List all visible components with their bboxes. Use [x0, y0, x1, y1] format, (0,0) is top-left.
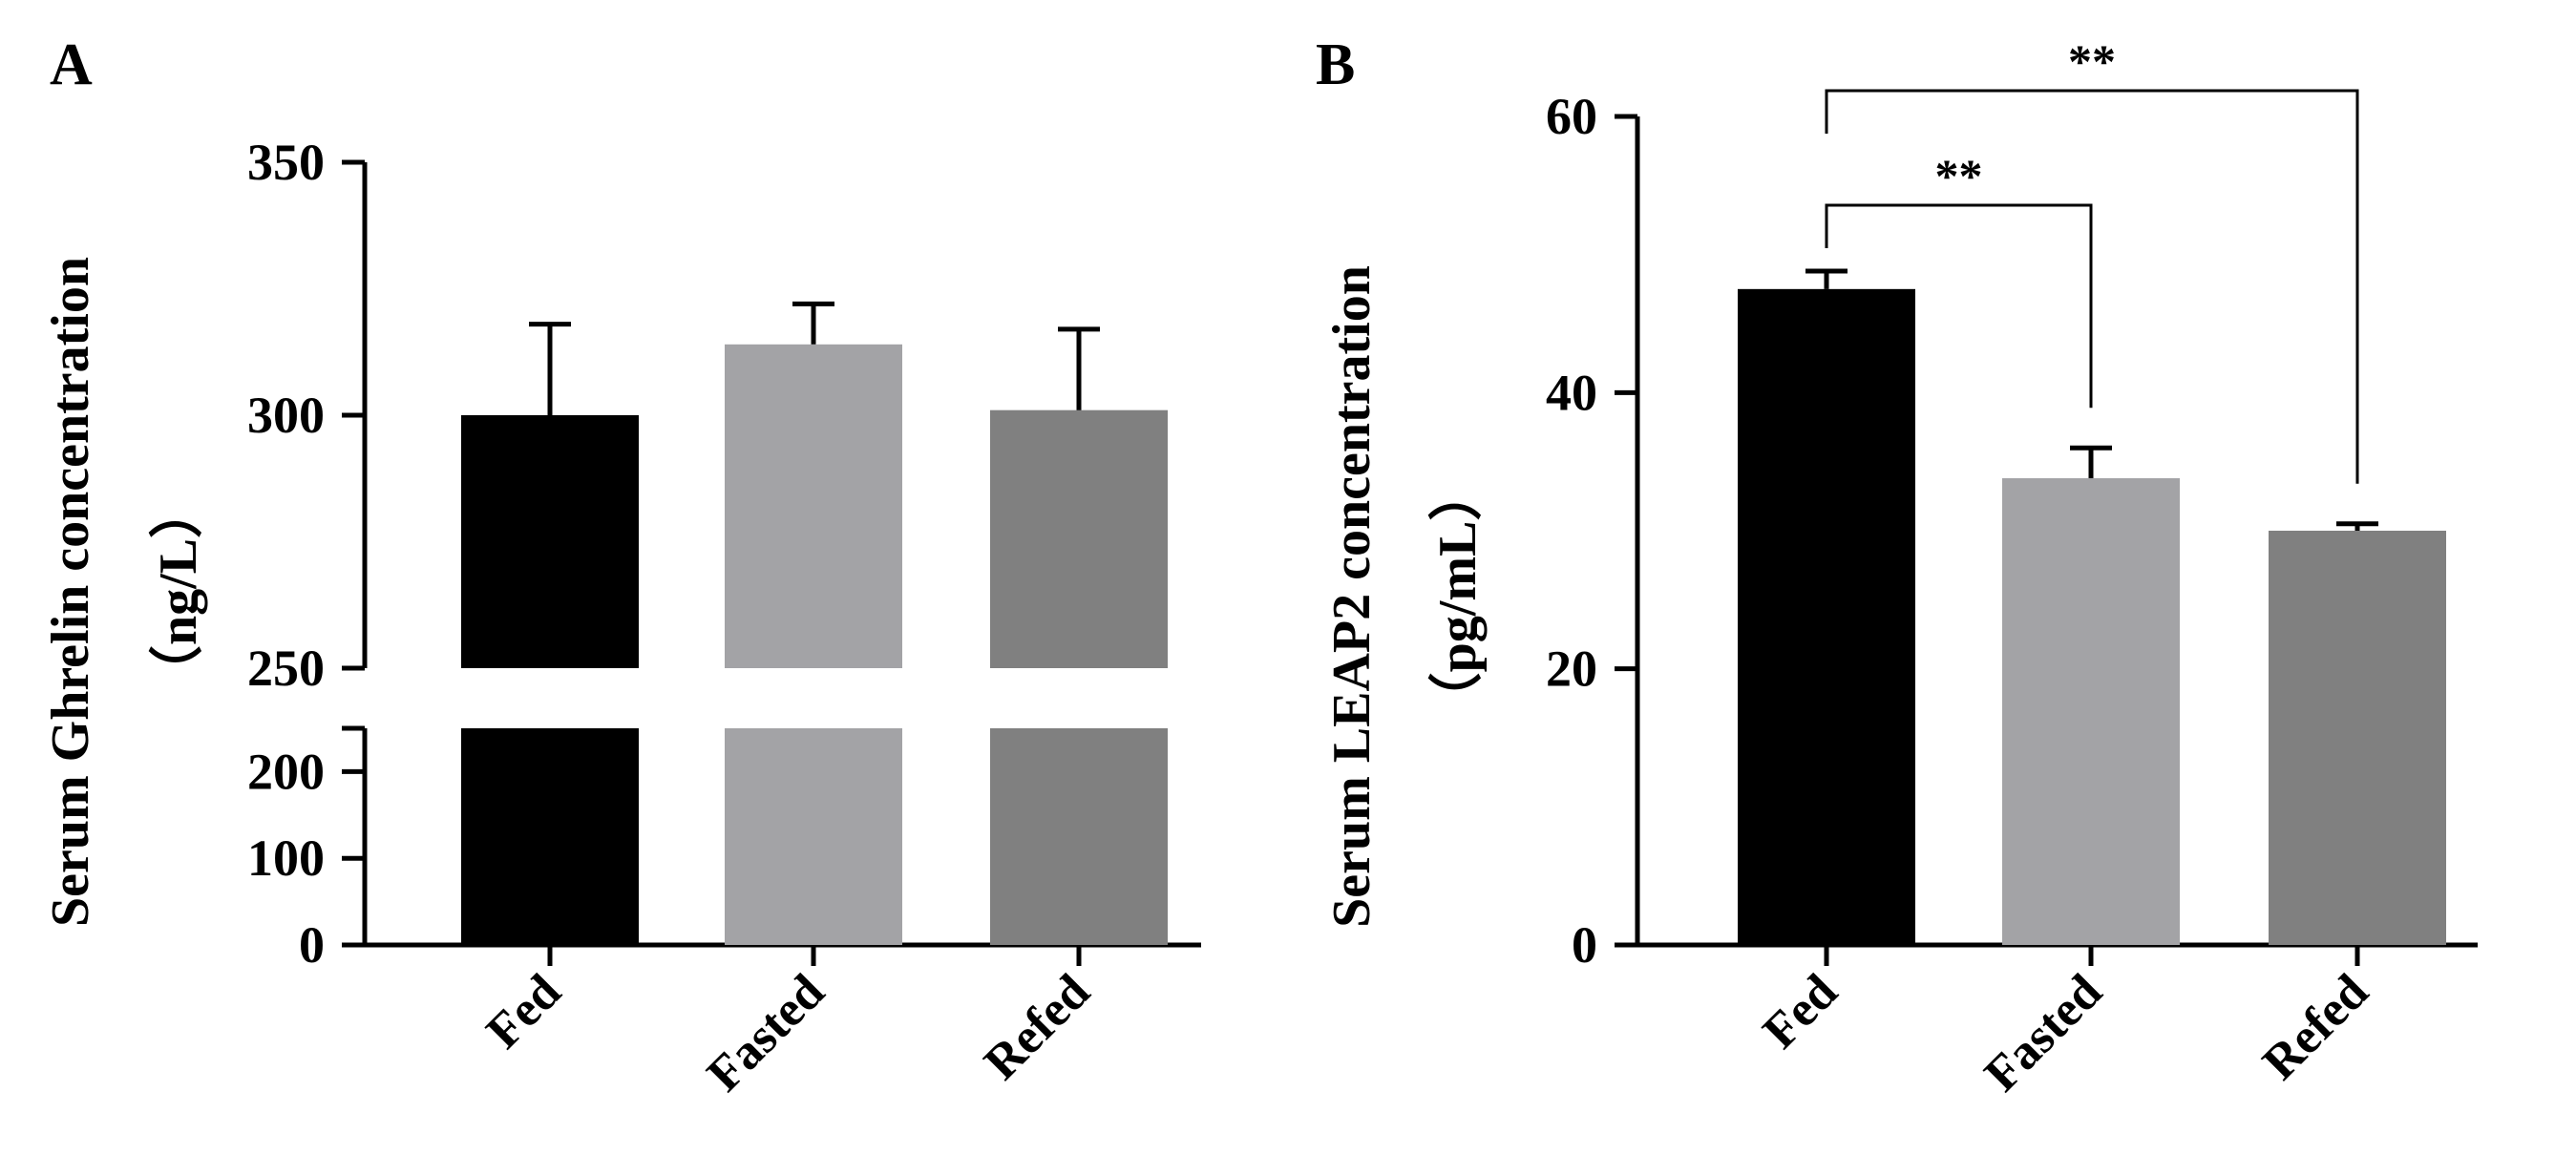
bar-lower-refed	[990, 728, 1168, 945]
bar-upper-refed	[990, 409, 1168, 668]
panel-label-a: A	[50, 32, 93, 97]
y-axis-title-a: Serum Ghrelin concentration	[41, 257, 100, 927]
bar-fed	[1738, 288, 1915, 945]
y-axis-unit-b: （pg/mL）	[1427, 468, 1488, 726]
y-tick-label-b: 60	[1546, 88, 1597, 145]
bar-lower-fed	[461, 728, 639, 945]
bar-refed	[2269, 531, 2446, 945]
bar-lower-fasted	[725, 728, 902, 945]
x-tick-label-a: Fed	[476, 964, 572, 1060]
y-tick-label-a: 100	[247, 829, 325, 887]
significance-bracket	[1825, 203, 2093, 409]
x-tick-label-b: Fed	[1753, 964, 1848, 1060]
y-axis-unit-a: （ng/L）	[148, 485, 208, 699]
y-tick-label-a: 300	[247, 387, 325, 444]
significance-label: **	[2068, 34, 2116, 88]
y-tick-label-b: 20	[1546, 640, 1597, 698]
y-tick-label-b: 0	[1572, 916, 1597, 974]
y-tick-label-a: 0	[299, 916, 325, 974]
x-tick-label-a: Fasted	[697, 964, 835, 1102]
bar-fasted	[2002, 478, 2180, 945]
bar-upper-fed	[461, 415, 639, 668]
chart-panel-b: B Serum LEAP2 concentration （pg/mL） 0 20 4…	[1316, 32, 2478, 1102]
x-tick-label-b: Fasted	[1974, 964, 2113, 1102]
y-axis-title-b: Serum LEAP2 concentration	[1322, 265, 1382, 928]
panel-label-b: B	[1316, 32, 1355, 97]
y-tick-label-b: 40	[1546, 364, 1597, 421]
y-tick-label-a: 200	[247, 743, 325, 800]
y-tick-label-a: 350	[247, 134, 325, 191]
bar-upper-fasted	[725, 344, 902, 668]
x-tick-label-b: Refed	[2252, 964, 2378, 1090]
chart-panel-a: A Serum Ghrelin concentration （ng/L） 0 10…	[41, 32, 1201, 1102]
y-tick-label-a: 250	[247, 640, 325, 697]
x-tick-label-a: Refed	[974, 964, 1100, 1090]
significance-label: **	[1935, 149, 1983, 202]
significance-bracket	[1825, 89, 2359, 484]
